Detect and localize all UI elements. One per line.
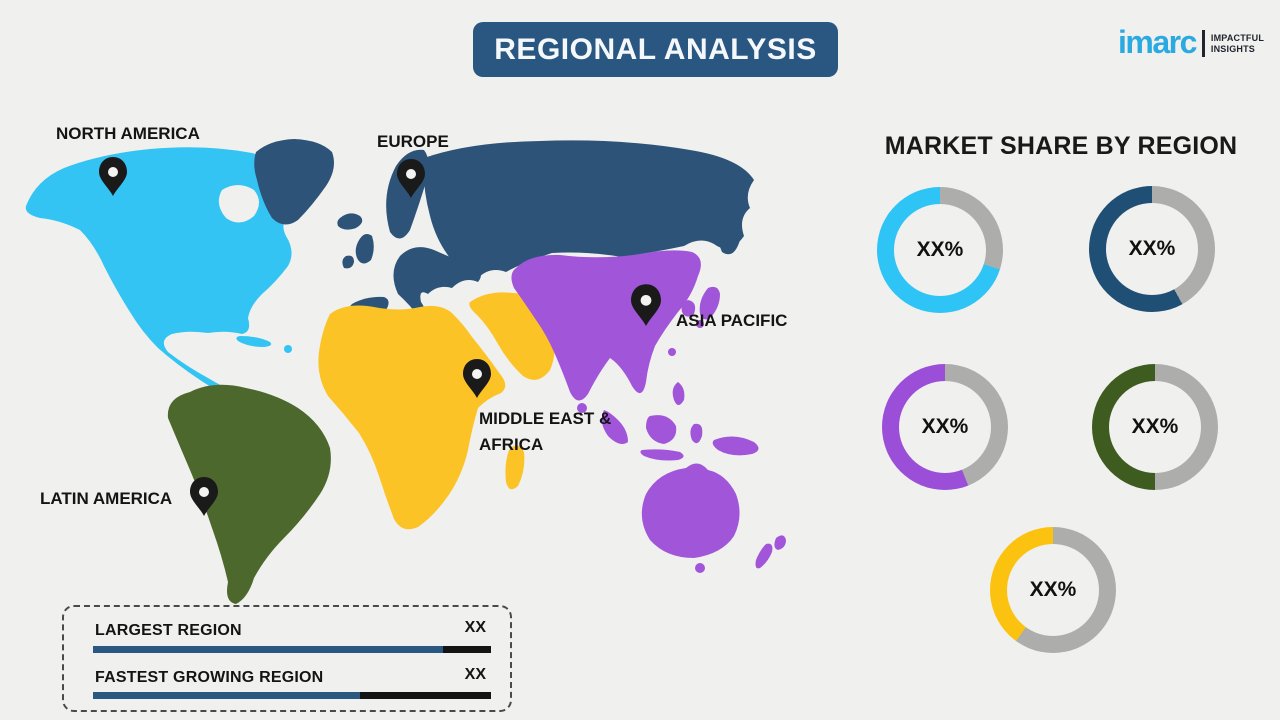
donut-hole: XX% xyxy=(1109,381,1201,473)
donut-value: XX% xyxy=(921,415,969,438)
pin-north-america xyxy=(99,157,127,196)
donut-chart-latin-america: XX% xyxy=(1092,364,1218,490)
logo-divider xyxy=(1201,30,1205,57)
label-mea-line1: MIDDLE EAST & xyxy=(479,409,612,428)
donut-chart-europe: XX% xyxy=(1089,186,1215,312)
label-mea-line2: AFRICA xyxy=(479,435,544,454)
legend-fastest-growing-bar xyxy=(93,692,491,699)
region-latin-america xyxy=(167,384,331,604)
donut-hole: XX% xyxy=(1106,203,1198,295)
legend-fastest-growing-value: XX xyxy=(464,666,486,683)
donut-chart-middle-east-africa: XX% xyxy=(990,527,1116,653)
label-latin-america: LATIN AMERICA xyxy=(40,489,173,508)
imarc-logo: imarc IMPACTFUL INSIGHTS xyxy=(1118,26,1264,58)
region-middle-east-africa xyxy=(318,292,572,530)
map-pins xyxy=(99,157,661,516)
logo-tagline-line1: IMPACTFUL xyxy=(1210,33,1265,44)
donut-hole: XX% xyxy=(894,204,986,296)
world-map xyxy=(25,139,786,604)
donut-value: XX% xyxy=(1128,237,1176,260)
donut-hole: XX% xyxy=(899,381,991,473)
donut-value: XX% xyxy=(1029,578,1077,601)
region-north-america xyxy=(25,147,298,404)
legend-bar-fill xyxy=(93,692,360,699)
legend-box: LARGEST REGION XX FASTEST GROWING REGION… xyxy=(62,605,512,712)
label-europe: EUROPE xyxy=(377,132,449,151)
donut-value: XX% xyxy=(1131,415,1179,438)
legend-largest-region-bar xyxy=(93,646,491,653)
legend-fastest-growing-label: FASTEST GROWING REGION xyxy=(95,669,324,686)
legend-largest-region-value: XX xyxy=(464,619,486,636)
pin-europe xyxy=(397,159,425,198)
logo-tagline-line2: INSIGHTS xyxy=(1210,44,1255,54)
page-title-banner: REGIONAL ANALYSIS xyxy=(473,22,838,77)
label-north-america: NORTH AMERICA xyxy=(56,124,200,143)
donut-value: XX% xyxy=(916,238,964,261)
page-title: REGIONAL ANALYSIS xyxy=(494,32,817,66)
label-asia-pacific: ASIA PACIFIC xyxy=(676,311,788,330)
donut-hole: XX% xyxy=(1007,544,1099,636)
pin-latin-america xyxy=(190,477,218,516)
legend-bar-fill xyxy=(93,646,444,653)
legend-largest-region-label: LARGEST REGION xyxy=(95,622,242,639)
logo-tagline: IMPACTFUL INSIGHTS xyxy=(1211,33,1264,55)
imarc-logo-text: imarc xyxy=(1118,24,1197,60)
donut-chart-asia-pacific: XX% xyxy=(882,364,1008,490)
donut-chart-north-america: XX% xyxy=(877,187,1003,313)
market-share-title: MARKET SHARE BY REGION xyxy=(884,132,1238,160)
pin-middle-east-africa xyxy=(463,359,491,398)
label-middle-east-africa: MIDDLE EAST & AFRICA xyxy=(479,406,611,458)
pin-asia-pacific xyxy=(631,284,661,326)
region-europe xyxy=(254,139,754,320)
